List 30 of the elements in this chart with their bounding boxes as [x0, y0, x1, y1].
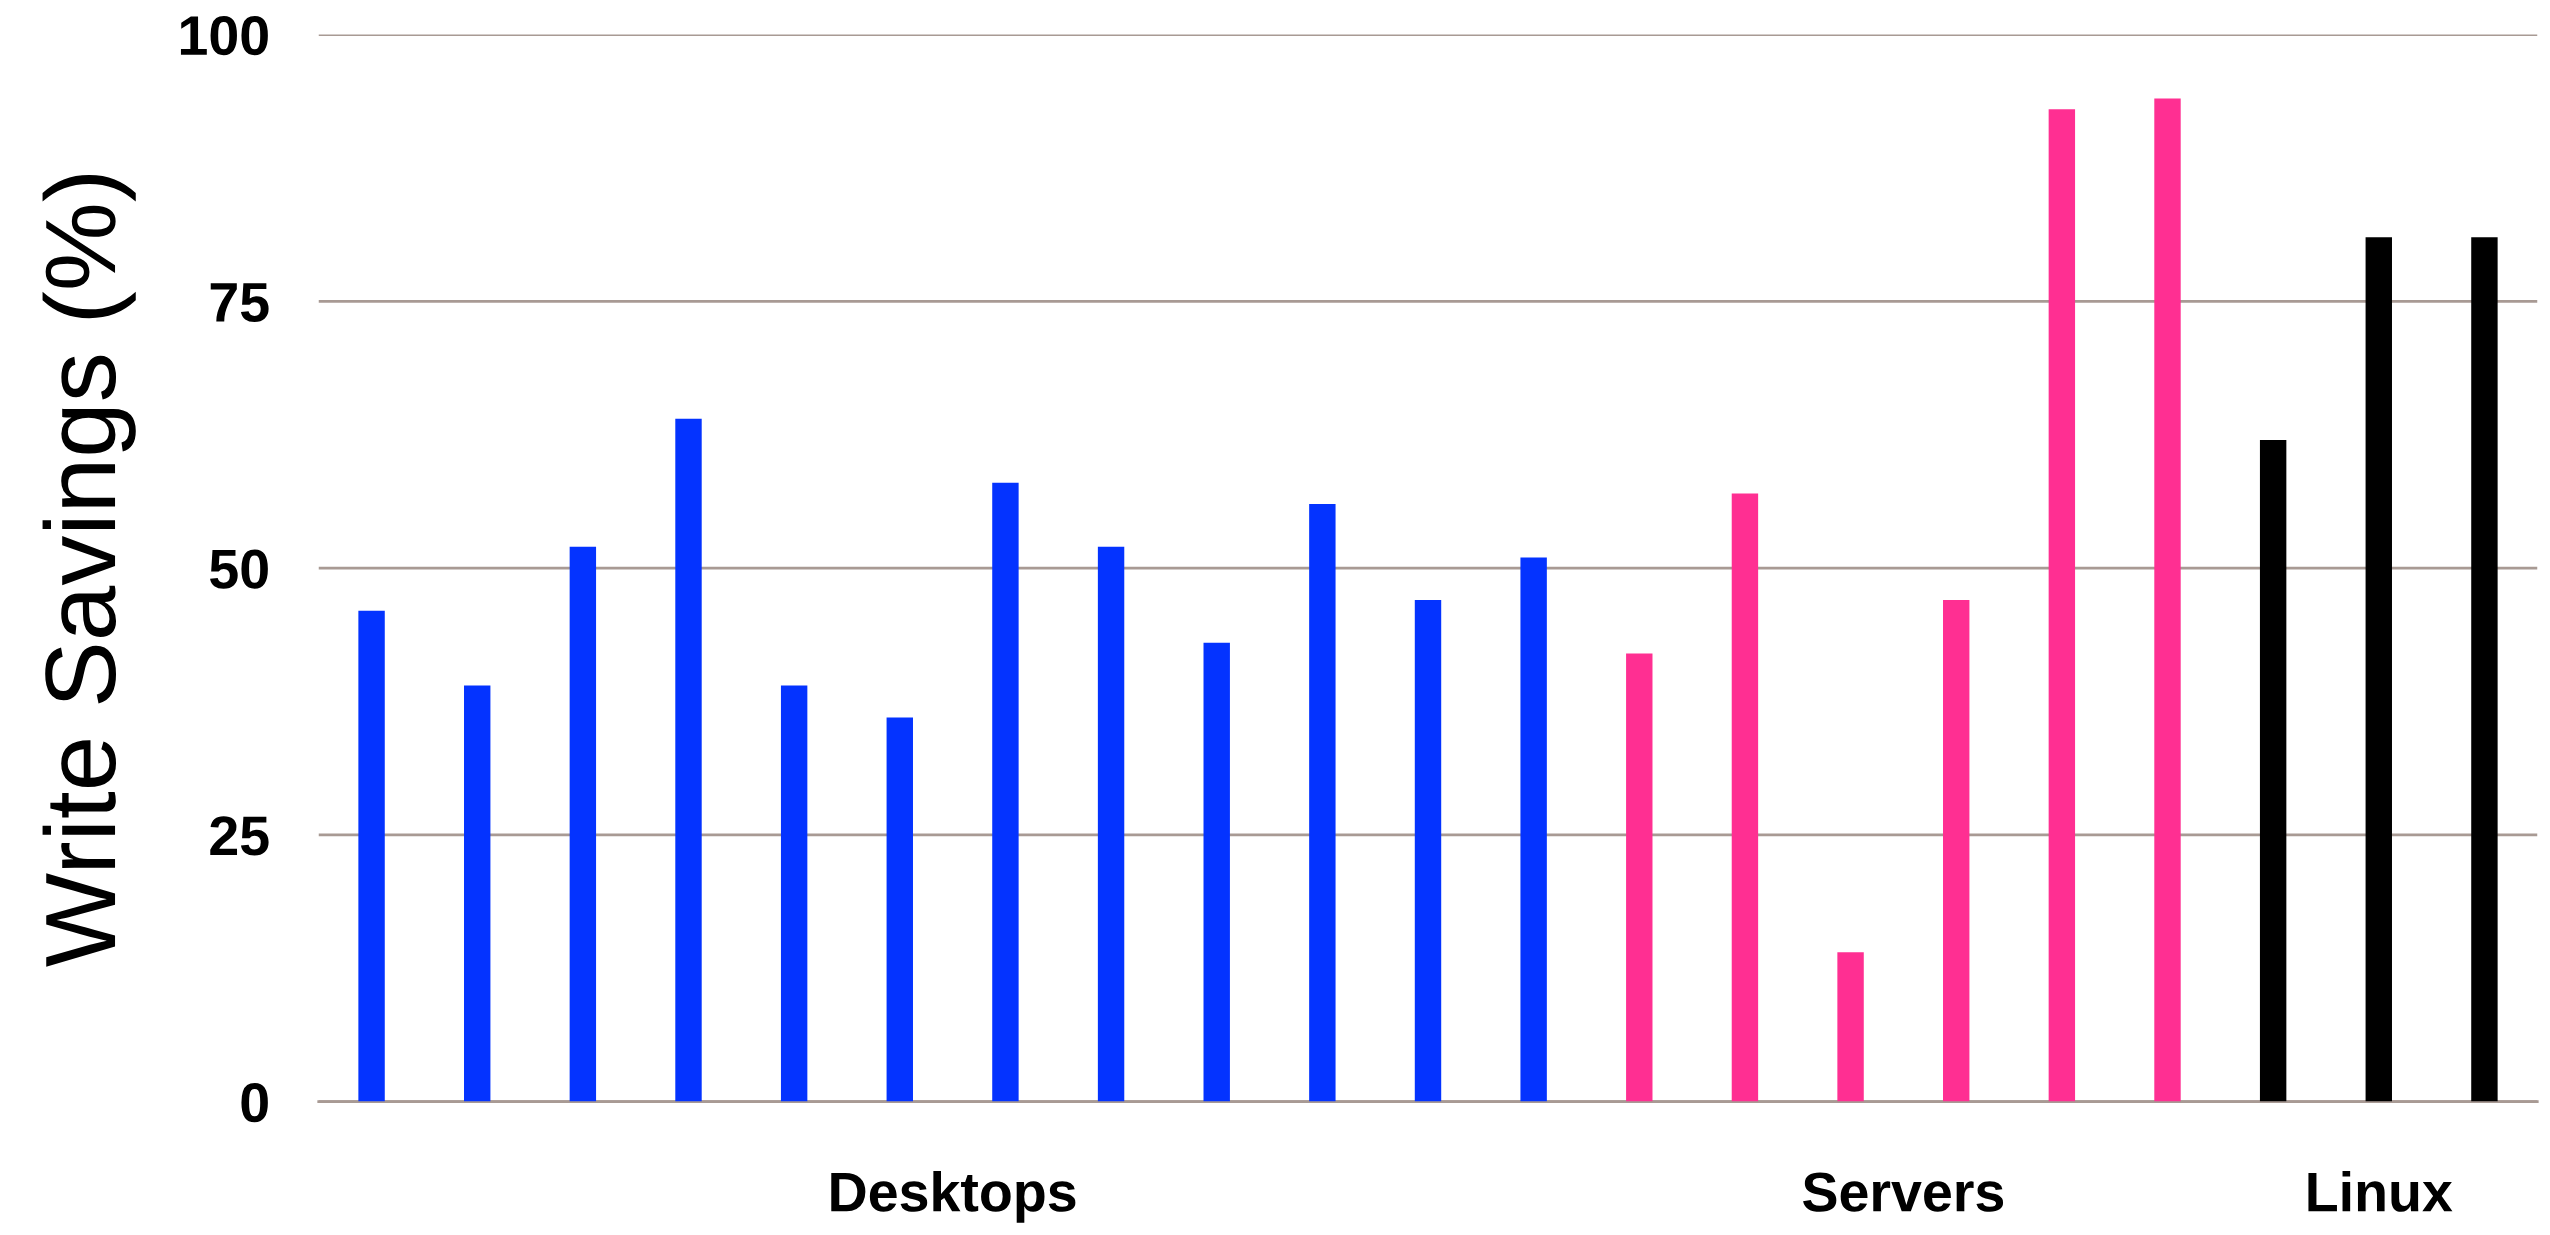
bar	[1626, 653, 1653, 1102]
series-label: Desktops	[831, 1170, 1076, 1223]
bar	[2259, 440, 2287, 1102]
bar	[464, 685, 491, 1102]
bar	[675, 418, 702, 1102]
y-tick-label: 75	[210, 283, 269, 323]
bar	[358, 610, 385, 1102]
bar	[1309, 504, 1336, 1102]
bar	[569, 546, 597, 1102]
bar	[2365, 237, 2392, 1102]
bar	[1943, 600, 1970, 1102]
y-tick-label: 25	[210, 816, 269, 856]
series-label: Linux	[2308, 1170, 2453, 1212]
y-tick-label: 100	[180, 15, 268, 56]
bar	[886, 717, 913, 1102]
series-label: Servers	[1803, 1172, 2004, 1212]
bar	[1731, 493, 1759, 1102]
bar	[992, 482, 1019, 1102]
bar	[2154, 98, 2181, 1102]
bar	[780, 685, 808, 1102]
bar	[1097, 546, 1125, 1102]
y-axis-title: Write Savings (%)	[42, 175, 136, 967]
bar	[2048, 109, 2076, 1102]
bar	[1414, 600, 1442, 1102]
bar	[1520, 557, 1547, 1102]
bar	[1203, 642, 1230, 1102]
y-tick-label: 50	[210, 549, 268, 589]
bar	[1837, 952, 1864, 1102]
y-tick-label: 0	[241, 1082, 268, 1123]
bar	[2471, 237, 2498, 1102]
